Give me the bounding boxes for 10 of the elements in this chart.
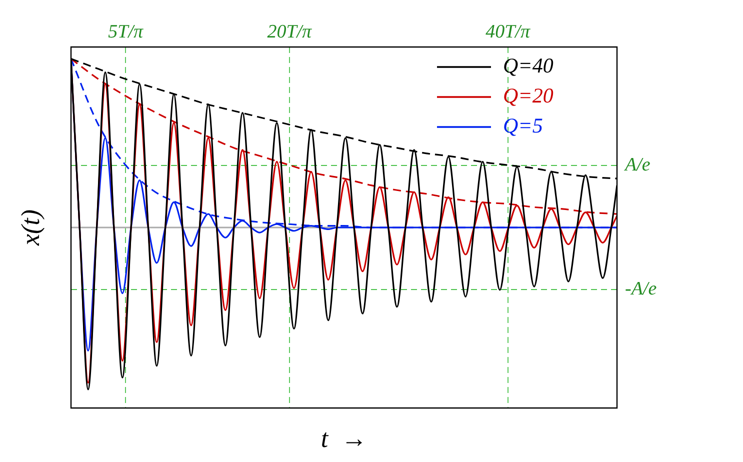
x-tick-label: 5T/π (108, 22, 144, 43)
x-tick-label: 40T/π (486, 22, 530, 43)
y-axis-title: x(t) (16, 209, 45, 247)
x-tick-label: 20T/π (267, 22, 312, 43)
legend-label: Q=5 (503, 114, 543, 138)
ref-line-label: A/e (623, 154, 650, 176)
ref-line-label: -A/e (625, 278, 657, 300)
legend-label: Q=20 (503, 84, 554, 108)
legend-label: Q=40 (503, 54, 554, 78)
x-axis-title: t → (320, 424, 368, 453)
